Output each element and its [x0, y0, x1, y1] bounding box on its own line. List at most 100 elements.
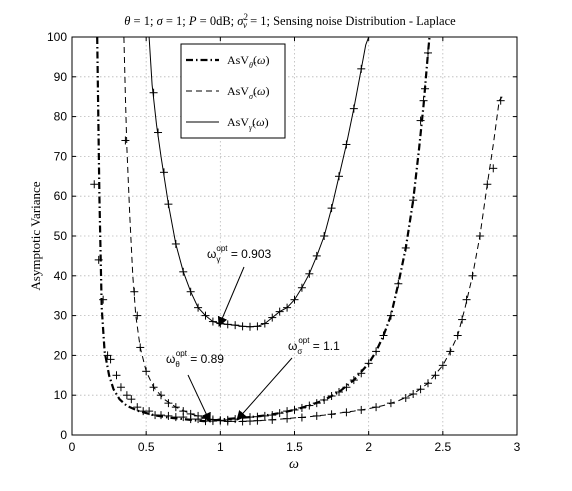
plus-marker [305, 269, 314, 278]
plus-marker [260, 411, 269, 420]
plus-marker [379, 331, 388, 340]
plus-marker [372, 347, 381, 356]
plus-marker [145, 407, 154, 416]
plus-marker [349, 376, 358, 385]
annotation-theta-arrow [187, 374, 211, 423]
legend-label-sigma: AsVσ̂(ω) [227, 84, 269, 101]
plus-marker [483, 180, 492, 189]
plus-marker [357, 369, 366, 378]
annotation-sigma-text: ωσopt = 1.1 [288, 336, 340, 356]
plus-marker [489, 164, 498, 173]
plus-marker [260, 319, 269, 328]
legend-label-theta: AsVθ̂(ω) [227, 53, 269, 70]
plus-marker [424, 48, 432, 57]
plus-marker [458, 315, 467, 324]
plus-marker [179, 267, 188, 276]
plus-marker [312, 251, 321, 260]
plus-marker [462, 295, 471, 304]
plus-marker [171, 413, 180, 422]
plus-marker [201, 311, 210, 320]
y-tick-label: 40 [54, 269, 68, 283]
plus-marker [275, 409, 284, 418]
plus-marker [364, 359, 373, 368]
x-ticks: 0 0.5 1 1.5 2 2.5 3 [69, 37, 521, 454]
plus-marker [419, 96, 428, 105]
series-curves [96, 37, 503, 423]
plus-marker [431, 371, 440, 380]
y-tick-label: 10 [54, 388, 68, 402]
y-tick-label: 0 [60, 428, 67, 442]
plus-marker [186, 409, 195, 418]
plus-marker [121, 136, 130, 145]
plus-marker [94, 255, 103, 264]
x-axis-label: ω [289, 457, 299, 472]
data-markers [90, 48, 505, 426]
plus-marker [320, 395, 329, 404]
plus-marker [297, 403, 306, 412]
plus-marker [386, 399, 395, 408]
legend-label-gamma: AsVγ̂(ω) [227, 115, 269, 132]
y-tick-label: 90 [54, 70, 68, 84]
y-tick-label: 30 [54, 309, 68, 323]
plus-marker [90, 180, 99, 189]
plus-marker [164, 411, 173, 420]
plus-marker [171, 403, 180, 412]
plus-marker [223, 320, 232, 329]
y-tick-label: 50 [54, 229, 68, 243]
legend: AsVθ̂(ω) AsVσ̂(ω) AsVγ̂(ω) [180, 43, 286, 139]
plus-marker [194, 411, 203, 420]
plus-marker [154, 128, 163, 137]
y-tick-label: 80 [54, 110, 68, 124]
plus-marker [238, 417, 247, 426]
annotation-theta-text: ωθopt = 0.89 [166, 349, 224, 369]
y-ticks: 0 10 20 30 40 50 60 70 80 90 100 [47, 30, 517, 442]
x-tick-label: 0.5 [138, 440, 155, 454]
plus-marker [133, 403, 142, 412]
plus-marker [312, 399, 321, 408]
plus-marker [136, 343, 145, 352]
plus-marker [208, 415, 217, 424]
y-tick-label: 70 [54, 149, 68, 163]
plus-marker [394, 279, 403, 288]
plus-marker [372, 403, 381, 412]
plus-marker [238, 322, 247, 331]
plus-marker [223, 417, 232, 426]
plus-marker [164, 200, 173, 209]
plus-marker [312, 411, 321, 420]
plus-marker [438, 361, 447, 370]
y-tick-label: 20 [54, 348, 68, 362]
plus-marker [122, 391, 131, 400]
x-tick-label: 1.5 [286, 440, 303, 454]
plus-marker [305, 401, 314, 410]
plus-marker [290, 405, 299, 414]
plus-marker [320, 232, 329, 240]
plus-marker [149, 88, 158, 97]
plus-marker [421, 84, 430, 93]
plus-marker [401, 393, 410, 402]
plus-marker [409, 196, 418, 205]
plus-marker [327, 204, 336, 213]
plus-marker [208, 317, 217, 326]
plus-marker [106, 355, 115, 364]
plus-marker [416, 116, 425, 125]
y-tick-label: 60 [54, 189, 68, 203]
plus-marker [409, 390, 418, 399]
y-axis-label: Asymptotic Variance [28, 181, 43, 290]
plus-marker [475, 232, 484, 240]
annotation-gamma-opt: ωγopt = 0.903 [207, 244, 272, 327]
x-tick-label: 1 [217, 440, 224, 454]
y-tick-label: 100 [47, 30, 67, 44]
plus-marker [246, 417, 254, 426]
plus-marker [342, 383, 351, 392]
plus-marker [283, 303, 292, 312]
plus-marker [357, 64, 366, 73]
plus-marker [335, 388, 343, 397]
x-tick-label: 2 [365, 440, 372, 454]
plus-marker [468, 271, 477, 280]
plus-marker [416, 385, 425, 394]
x-tick-label: 3 [514, 440, 521, 454]
plus-marker [157, 411, 165, 420]
annotation-theta-opt: ωθopt = 0.89 [166, 349, 224, 423]
plus-marker [327, 391, 336, 400]
